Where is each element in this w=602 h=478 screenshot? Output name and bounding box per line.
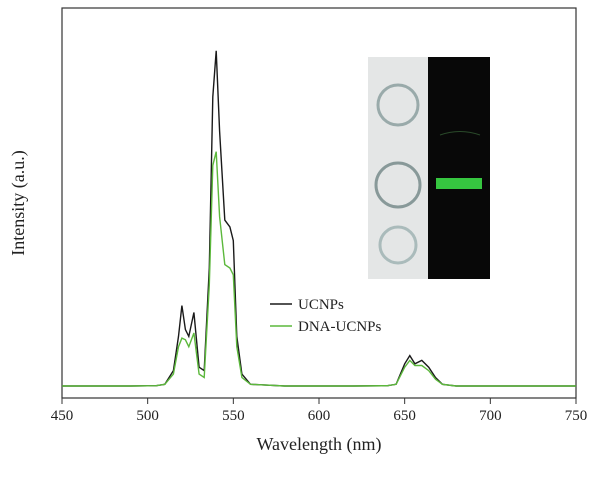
x-axis-label: Wavelength (nm)	[256, 434, 381, 455]
x-tick-label: 550	[222, 408, 245, 424]
x-tick-label: 500	[136, 408, 159, 424]
series-line	[62, 50, 576, 387]
cuvette-light	[368, 57, 428, 279]
stamp	[376, 83, 420, 127]
meniscus	[439, 131, 481, 136]
cuvette-dark	[428, 57, 490, 279]
x-tick-label: 600	[308, 408, 331, 424]
plot-frame	[61, 7, 577, 399]
stamp	[378, 225, 418, 265]
stamp	[374, 161, 422, 209]
legend-label: DNA-UCNPs	[298, 319, 382, 335]
x-tick-label: 450	[51, 408, 74, 424]
y-axis-label: Intensity (a.u.)	[8, 150, 29, 255]
legend-label: UCNPs	[298, 297, 344, 313]
x-tick-label: 700	[479, 408, 502, 424]
x-tick-label: 750	[565, 408, 588, 424]
series-line	[62, 151, 576, 387]
green-band	[436, 178, 482, 189]
x-tick-label: 650	[393, 408, 416, 424]
inset-photo	[368, 57, 490, 279]
